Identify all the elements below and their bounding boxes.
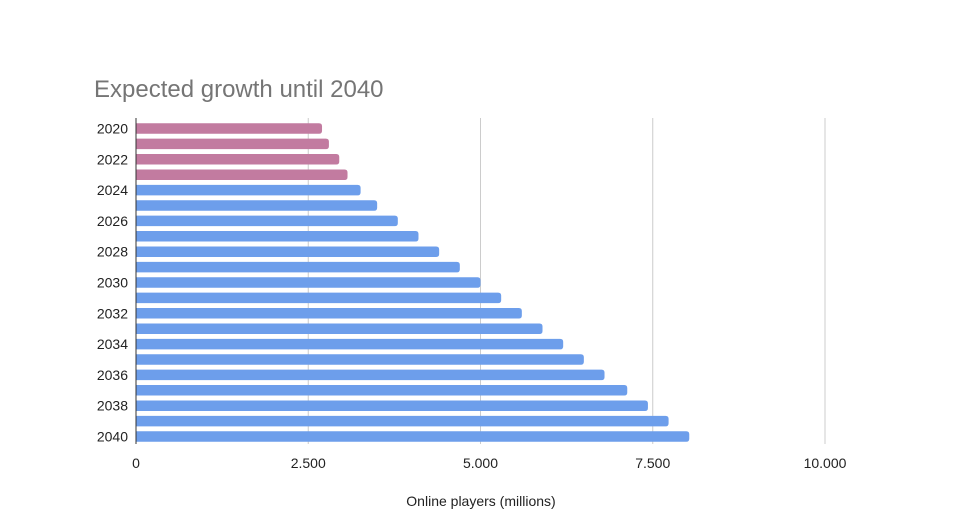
x-tick-label: 0	[132, 455, 140, 471]
y-tick-label: 2028	[97, 244, 128, 260]
bar-2033	[136, 323, 543, 334]
y-tick-label: 2026	[97, 213, 128, 229]
y-tick-label: 2036	[97, 367, 128, 383]
x-tick-label: 10.000	[804, 455, 847, 471]
x-tick-label: 7.500	[635, 455, 670, 471]
x-tick-labels: 0 2.500 5.000 7.500 10.000	[132, 455, 847, 471]
x-tick-label: 5.000	[463, 455, 498, 471]
y-tick-label: 2038	[97, 398, 128, 414]
bars	[136, 123, 690, 442]
x-axis-label: Online players (millions)	[406, 493, 555, 509]
bar-2036	[136, 369, 605, 381]
y-tick-label: 2024	[97, 182, 128, 198]
y-tick-labels: 2020 2022 2024 2026 2028 2030 2032 2034 2036 2038…	[97, 121, 128, 445]
bar-2032	[136, 308, 522, 319]
y-tick-label: 2034	[97, 336, 128, 352]
bar-2038	[136, 400, 648, 411]
bar-2037	[136, 385, 628, 396]
bar-2031	[136, 292, 502, 304]
bar-2040	[136, 431, 690, 442]
bar-2023	[136, 169, 348, 180]
bar-2029	[136, 261, 460, 273]
bar-2025	[136, 200, 378, 211]
chart-title: Expected growth until 2040	[94, 76, 384, 103]
bar-2030	[136, 277, 481, 288]
bar-2021	[136, 138, 329, 150]
bar-2028	[136, 246, 440, 257]
bar-2022	[136, 154, 340, 165]
y-tick-label: 2032	[97, 305, 128, 321]
y-tick-label: 2040	[97, 429, 128, 445]
bar-2026	[136, 215, 398, 227]
bar-2027	[136, 231, 419, 242]
bar-2035	[136, 354, 584, 365]
bar-2039	[136, 415, 669, 427]
x-tick-label: 2.500	[291, 455, 326, 471]
bar-2024	[136, 184, 361, 196]
bar-2034	[136, 338, 564, 350]
y-tick-label: 2020	[97, 121, 128, 137]
bar-2020	[136, 123, 323, 134]
y-tick-label: 2030	[97, 275, 128, 291]
y-tick-label: 2022	[97, 151, 128, 167]
